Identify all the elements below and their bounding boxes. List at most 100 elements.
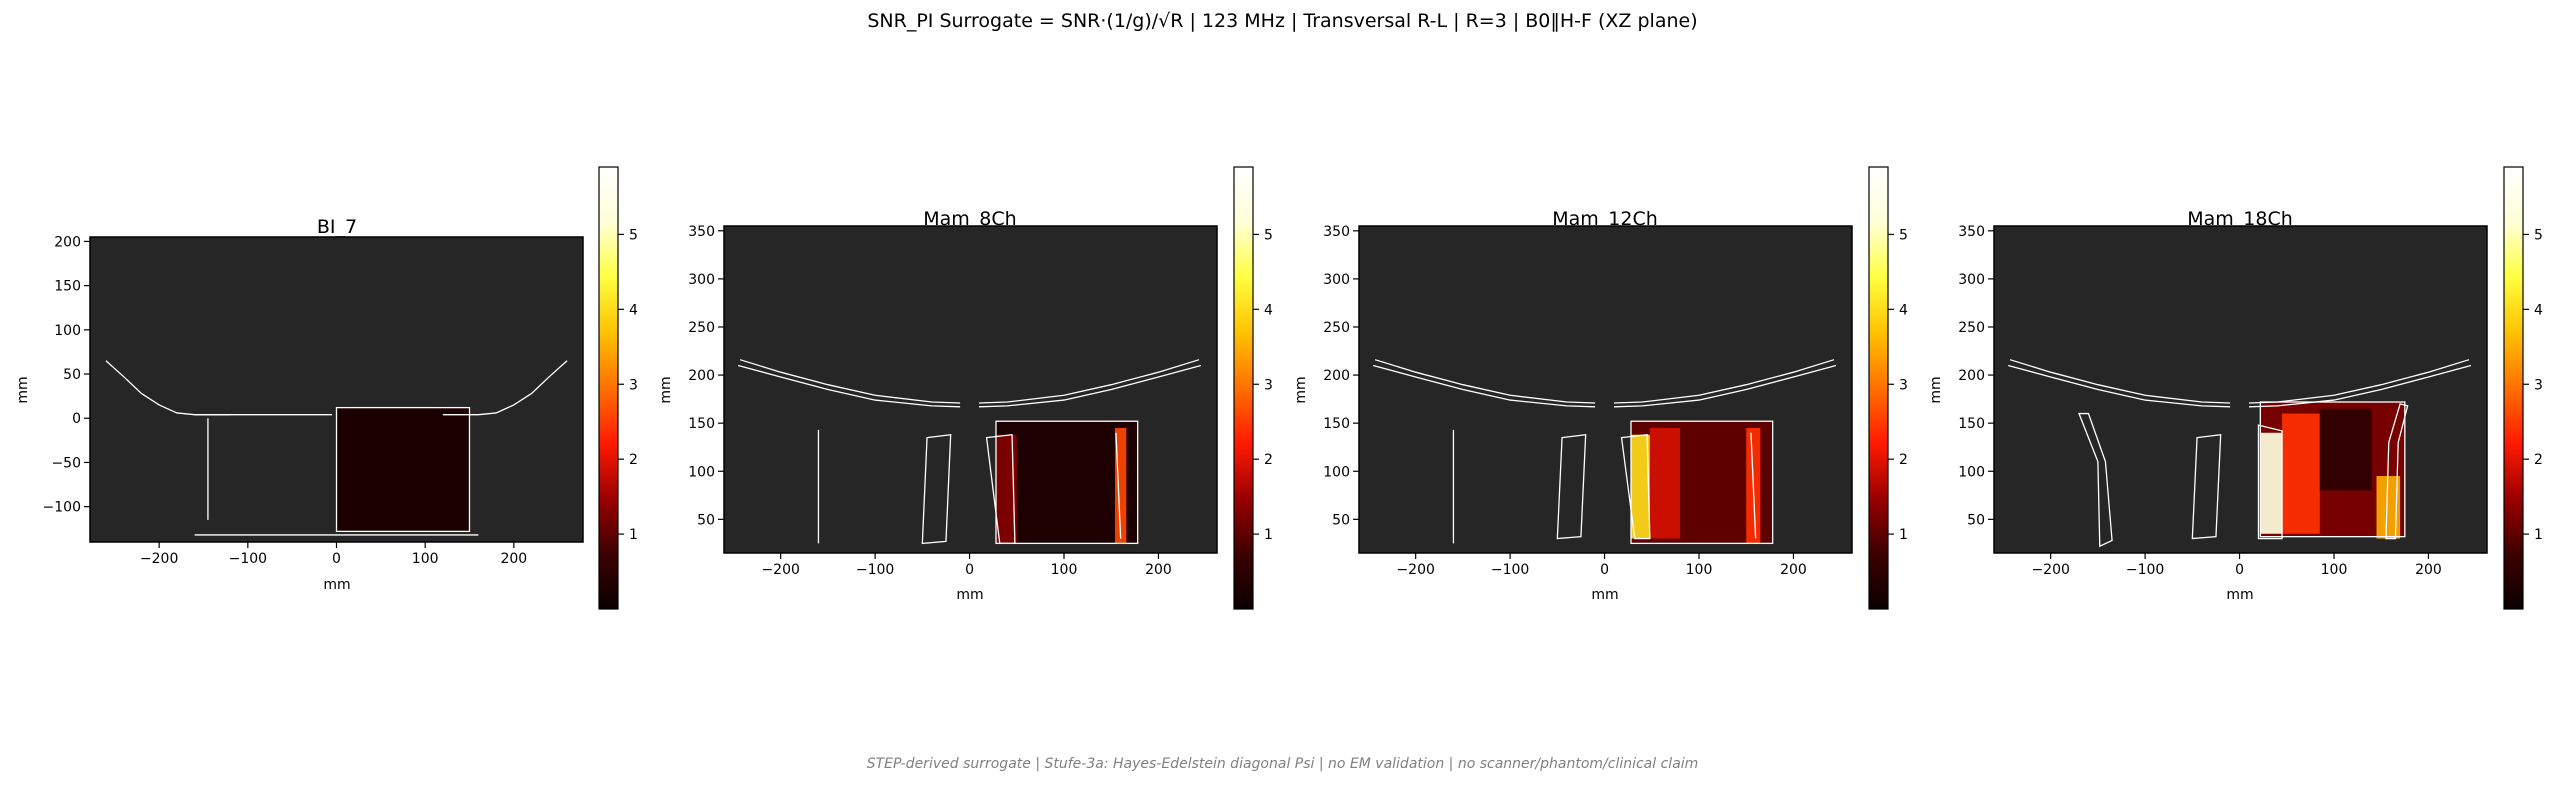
colorbar-tick-label: 3 <box>1264 377 1273 393</box>
coil-element-outline <box>2191 433 2222 540</box>
snr-hotspot <box>2260 432 2283 534</box>
y-tick-label: 0 <box>72 411 81 427</box>
coil-outline <box>2007 364 2231 408</box>
y-tick-label: 150 <box>688 416 715 432</box>
y-axis-label: mm <box>1928 376 1944 403</box>
y-tick-label: 300 <box>688 272 715 288</box>
chart-3: −200 −100 0 100 200 50 100 150 200 250 300 350 1 2 3 4 5 <box>1958 166 2543 610</box>
chart-1: −200 −100 0 100 200 50 100 150 200 250 300 350 1 2 3 4 5 <box>688 166 1273 610</box>
colorbar-tick-label: 1 <box>629 527 638 543</box>
figure-title: SNR_PI Surrogate = SNR·(1/g)/√R | 123 MH… <box>867 10 1698 32</box>
y-tick-label: 150 <box>1323 416 1350 432</box>
plot-background <box>1994 226 2487 553</box>
coil-outline <box>978 364 1202 408</box>
y-tick-label: 350 <box>1323 224 1350 240</box>
y-tick-label: 350 <box>1958 224 1985 240</box>
figure-footnote: STEP-derived surrogate | Stufe-3a: Hayes… <box>866 756 1699 772</box>
colorbar-tick-label: 5 <box>629 227 638 243</box>
colorbar-tick-label: 1 <box>1264 527 1273 543</box>
y-tick-label: 200 <box>54 234 81 250</box>
x-tick-label: 200 <box>500 551 527 567</box>
coil-outline <box>978 359 1200 404</box>
snr-hotspot <box>2282 413 2320 534</box>
snr-field <box>996 421 1138 544</box>
colorbar-tick-label: 2 <box>629 452 638 468</box>
y-tick-label: 150 <box>1958 416 1985 432</box>
y-tick-label: 200 <box>1958 368 1985 384</box>
colorbar-tick-label: 5 <box>2534 227 2543 243</box>
y-tick-label: −100 <box>43 500 81 516</box>
x-tick-label: 100 <box>1686 562 1713 578</box>
colorbar-tick-label: 2 <box>1899 452 1908 468</box>
y-tick-label: 250 <box>1958 320 1985 336</box>
axes-frame <box>1358 225 1853 554</box>
x-tick-label: −100 <box>856 562 894 578</box>
coil-outline <box>442 360 568 416</box>
snr-hotspot <box>1115 427 1127 544</box>
field-region-outline <box>995 420 1139 545</box>
x-tick-label: −200 <box>2031 562 2069 578</box>
y-tick-label: 50 <box>697 512 715 528</box>
y-axis-label: mm <box>15 376 31 403</box>
snr-hotspot <box>996 434 1017 544</box>
snr-hotspot <box>1631 434 1650 539</box>
colorbar-tick-label: 4 <box>1264 302 1273 318</box>
colorbar-tick-label: 3 <box>2534 377 2543 393</box>
field-region-outline <box>2259 401 2406 538</box>
y-tick-label: 50 <box>1332 512 1350 528</box>
x-tick-label: −100 <box>229 551 267 567</box>
x-axis-label: mm <box>323 577 350 593</box>
y-tick-label: 300 <box>1323 272 1350 288</box>
colorbar <box>598 166 619 610</box>
y-tick-label: 100 <box>688 464 715 480</box>
x-tick-label: 200 <box>1780 562 1807 578</box>
x-tick-label: −200 <box>1396 562 1434 578</box>
x-tick-label: 0 <box>332 551 341 567</box>
coil-element-outline <box>2078 412 2113 548</box>
x-tick-label: 100 <box>1051 562 1078 578</box>
x-tick-label: 0 <box>965 562 974 578</box>
y-tick-label: 50 <box>1967 512 1985 528</box>
axes-frame <box>723 225 1218 554</box>
plot-background <box>724 226 1217 553</box>
y-axis-label: mm <box>658 376 674 403</box>
x-tick-label: 0 <box>1600 562 1609 578</box>
coil-outline <box>2009 359 2231 404</box>
panel-title: Mam_12Ch <box>1552 208 1658 230</box>
panel-title: BI_7 <box>317 216 357 238</box>
colorbar-tick-label: 5 <box>1264 227 1273 243</box>
y-axis-label: mm <box>1293 376 1309 403</box>
field-region-outline <box>335 406 471 533</box>
coil-outline <box>1750 432 1757 539</box>
x-tick-label: 200 <box>1145 562 1172 578</box>
plot-background <box>1359 226 1852 553</box>
colorbar-tick-label: 4 <box>629 302 638 318</box>
coil-outline <box>1374 359 1596 404</box>
coil-element-outline <box>1556 433 1587 540</box>
panel-mam12ch: Mam_12Ch mm mm <box>1293 208 1658 603</box>
colorbar <box>2503 166 2524 610</box>
x-tick-label: 100 <box>412 551 439 567</box>
x-axis-label: mm <box>2226 587 2253 603</box>
y-tick-label: 250 <box>688 320 715 336</box>
y-tick-label: 300 <box>1958 272 1985 288</box>
colorbar-tick-label: 2 <box>1264 452 1273 468</box>
snr-field <box>336 407 470 532</box>
x-tick-label: 100 <box>2321 562 2348 578</box>
coil-outline <box>2248 364 2472 408</box>
colorbar-tick-label: 5 <box>1899 227 1908 243</box>
coil-outline <box>1115 432 1122 539</box>
colorbar-tick-label: 1 <box>2534 527 2543 543</box>
coil-outline <box>1372 364 1596 408</box>
y-tick-label: 200 <box>1323 368 1350 384</box>
x-tick-label: −200 <box>140 551 178 567</box>
colorbar-tick-label: 1 <box>1899 527 1908 543</box>
y-tick-label: 50 <box>63 367 81 383</box>
x-tick-label: −200 <box>761 562 799 578</box>
axes-frame <box>1993 225 2488 554</box>
panel-bi7: BI_7 mm mm <box>15 216 357 593</box>
coil-outline <box>1613 359 1835 404</box>
coil-element-outline <box>2385 403 2409 540</box>
colorbar-tick-label: 3 <box>629 377 638 393</box>
